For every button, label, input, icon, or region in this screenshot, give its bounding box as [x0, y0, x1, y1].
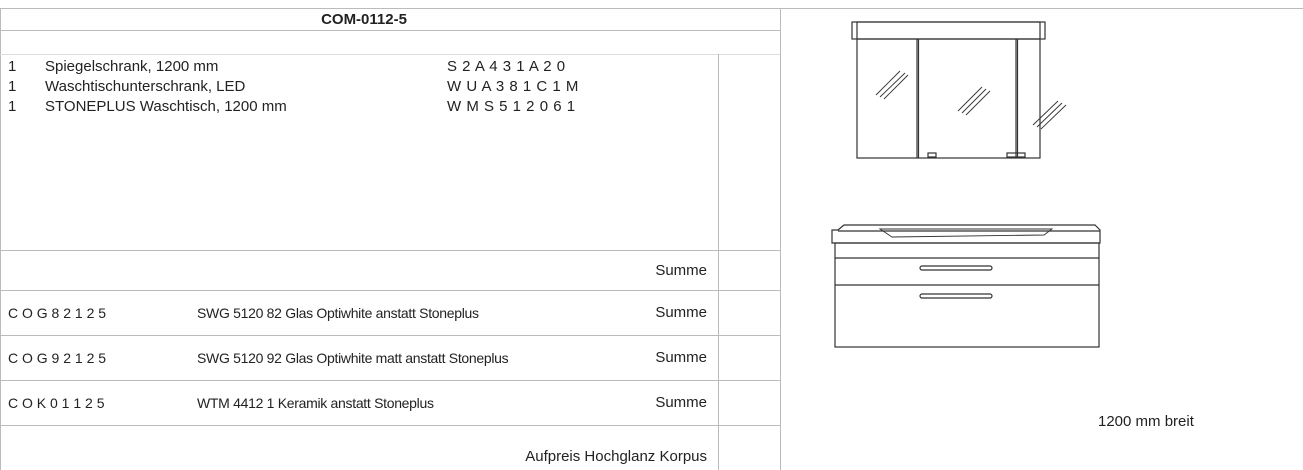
width-note: 1200 mm breit — [1098, 413, 1194, 430]
item-qty: 1 — [8, 78, 17, 95]
option-label: Summe — [655, 394, 707, 411]
option-description: SWG 5120 92 Glas Optiwhite matt anstatt … — [197, 350, 509, 366]
item-description: STONEPLUS Waschtisch, 1200 mm — [45, 98, 287, 115]
option-label: Summe — [655, 349, 707, 366]
surcharge: Aufpreis Hochglanz Korpus — [525, 448, 707, 465]
option-code: C O G 9 2 1 2 5 — [8, 350, 107, 366]
table-border — [780, 8, 781, 470]
sum-label: Summe — [655, 262, 707, 279]
row-line — [0, 250, 780, 251]
row-line — [0, 380, 780, 381]
row-line — [0, 335, 780, 336]
item-code: S 2 A 4 3 1 A 2 0 — [447, 58, 566, 75]
item-qty: 1 — [8, 98, 17, 115]
col-line — [718, 54, 719, 470]
item-code: W U A 3 8 1 C 1 M — [447, 78, 579, 95]
row-line — [0, 30, 780, 31]
item-description: Waschtischunterschrank, LED — [45, 78, 246, 95]
row-line — [0, 54, 780, 55]
option-code: C O K 0 1 1 2 5 — [8, 395, 105, 411]
table-border — [0, 8, 1, 470]
item-code: W M S 5 1 2 0 6 1 — [447, 98, 576, 115]
option-code: C O G 8 2 1 2 5 — [8, 305, 107, 321]
row-line — [0, 425, 780, 426]
title: COM-0112-5 — [321, 11, 407, 28]
row-line — [0, 290, 780, 291]
product-drawing — [831, 21, 1101, 348]
option-description: WTM 4412 1 Keramik anstatt Stoneplus — [197, 395, 434, 411]
item-description: Spiegelschrank, 1200 mm — [45, 58, 219, 75]
top-rule — [0, 8, 1303, 9]
item-qty: 1 — [8, 58, 17, 75]
option-description: SWG 5120 82 Glas Optiwhite anstatt Stone… — [197, 305, 479, 321]
option-label: Summe — [655, 304, 707, 321]
